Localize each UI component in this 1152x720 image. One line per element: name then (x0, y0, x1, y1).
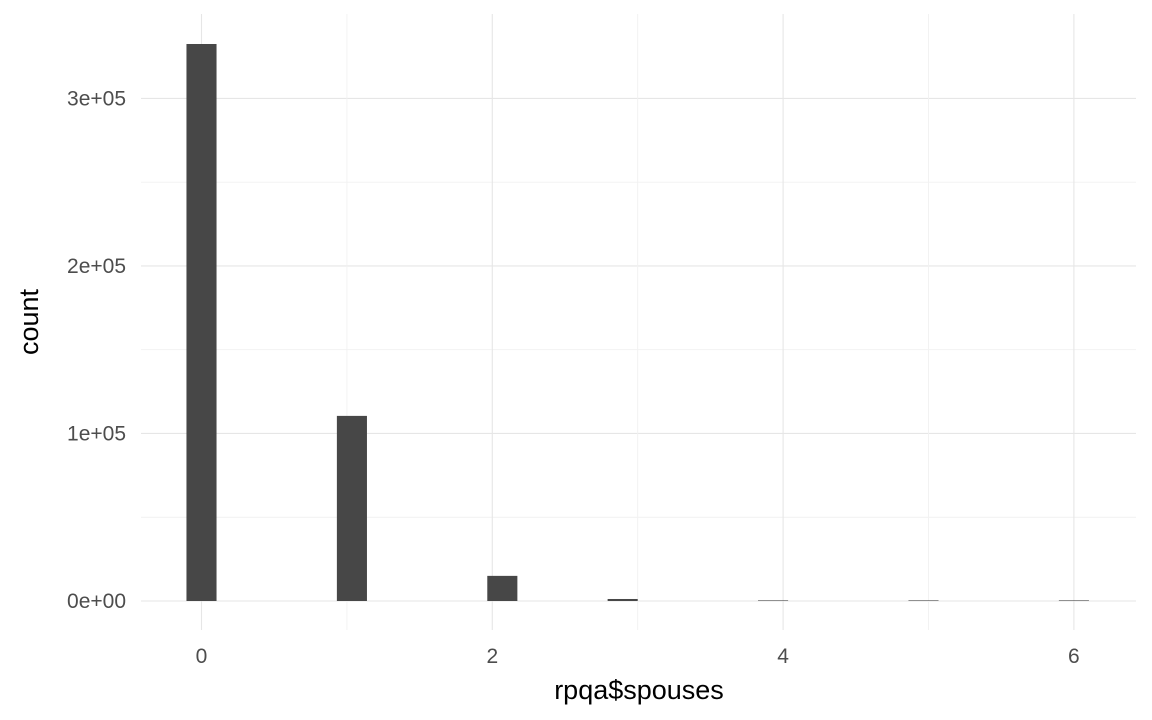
y-tick-label: 3e+05 (67, 87, 126, 110)
x-tick-label: 0 (196, 645, 208, 668)
y-tick-label: 0e+00 (67, 590, 126, 613)
bars (186, 43, 1089, 602)
y-tick-label: 1e+05 (67, 422, 126, 445)
histogram-bar (487, 575, 518, 601)
y-tick-label: 2e+05 (67, 255, 126, 278)
x-tick-label: 6 (1068, 645, 1080, 668)
x-axis-title: rpqa$spouses (554, 675, 724, 705)
x-tick-label: 2 (486, 645, 498, 668)
histogram-bar (607, 598, 638, 601)
y-axis-title: count (14, 288, 44, 355)
y-axis-ticks: 0e+00 1e+05 2e+05 3e+05 (67, 87, 126, 613)
x-tick-label: 4 (777, 645, 789, 668)
histogram-bar (186, 43, 217, 602)
histogram-bar (336, 415, 367, 601)
histogram-bar (908, 600, 939, 601)
histogram-bar (758, 600, 789, 601)
grid-lines (141, 14, 1136, 630)
x-axis-ticks: 0 2 4 6 (196, 645, 1080, 668)
histogram-bar (1058, 600, 1089, 601)
